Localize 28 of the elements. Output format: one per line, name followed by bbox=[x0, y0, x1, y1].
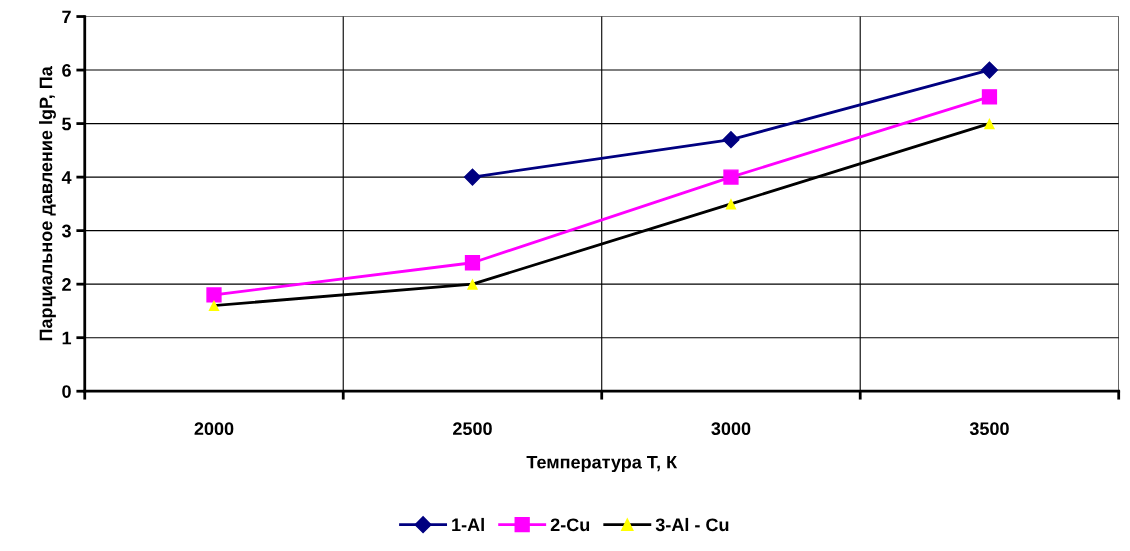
point bbox=[983, 118, 996, 130]
y-tick-label: 7 bbox=[62, 10, 71, 24]
y-tick-label: 4 bbox=[61, 171, 72, 184]
point bbox=[206, 287, 222, 303]
x-tick-label: 3000 bbox=[711, 422, 751, 436]
point bbox=[723, 169, 739, 185]
legend-label: 3-Al - Cu bbox=[655, 517, 729, 532]
point bbox=[725, 198, 737, 210]
legend-label: 1-Al bbox=[452, 517, 484, 531]
y-tick-label: 0 bbox=[62, 385, 71, 398]
point bbox=[980, 61, 999, 79]
point bbox=[464, 255, 481, 271]
y-tick-label: 5 bbox=[62, 117, 72, 131]
point bbox=[463, 168, 482, 186]
y-tick-label: 1 bbox=[62, 331, 72, 345]
y-tick-label: 3 bbox=[61, 224, 71, 238]
y-axis-title: Парциальное давление lgP, Па bbox=[39, 66, 56, 341]
point bbox=[208, 300, 220, 312]
x-tick-label: 3500 bbox=[969, 422, 1009, 436]
x-tick-label: 2000 bbox=[194, 422, 234, 436]
y-tick-label: 6 bbox=[62, 63, 71, 77]
x-tick-label: 2500 bbox=[453, 422, 492, 436]
point bbox=[722, 131, 740, 149]
point bbox=[466, 278, 479, 290]
y-tick-label: 2 bbox=[62, 278, 71, 291]
point bbox=[981, 89, 998, 105]
legend-label: 2-Cu bbox=[550, 518, 590, 532]
x-axis-title: Температура Т, К bbox=[526, 455, 678, 473]
